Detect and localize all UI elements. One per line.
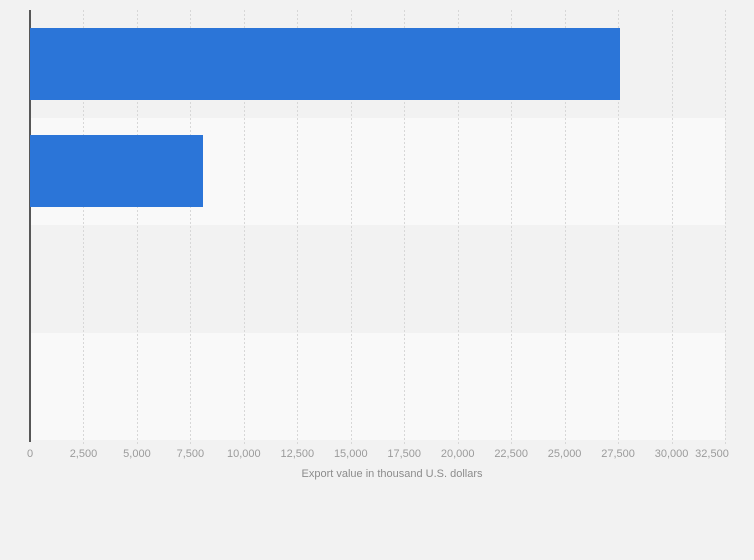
x-axis-tick-labels: 0 2,500 5,000 7,500 10,000 12,500 15,000 17,500… — [0, 448, 754, 462]
gridline-2500 — [83, 10, 85, 444]
x-tick-label-22500: 22,500 — [494, 448, 528, 460]
gridline-32500 — [725, 10, 726, 444]
y-axis-line — [29, 10, 31, 442]
gridline-15000 — [350, 10, 352, 444]
gridline-17500 — [404, 10, 406, 444]
x-tick-label-10000: 10,000 — [227, 448, 261, 460]
x-tick-label-12500: 12,500 — [280, 448, 315, 460]
x-tick-label-7500: 7,500 — [176, 448, 205, 460]
x-tick-label-32500: 32,500 — [695, 448, 729, 460]
gridline-7500 — [190, 10, 192, 444]
x-tick-label-20000: 20,000 — [440, 448, 475, 460]
x-tick-label-25000: 25,000 — [547, 448, 582, 460]
plot-area — [29, 10, 726, 444]
gridline-30000 — [671, 10, 673, 444]
bar-row-2[interactable] — [30, 135, 204, 208]
x-tick-label-2500: 2,500 — [69, 448, 98, 460]
gridline-20000 — [457, 10, 459, 444]
gridline-12500 — [297, 10, 299, 444]
x-tick-label-15000: 15,000 — [333, 448, 368, 460]
gridline-25000 — [564, 10, 566, 444]
x-axis-title: Export value in thousand U.S. dollars — [301, 468, 483, 480]
gridline-5000 — [136, 10, 138, 444]
bar-row-1[interactable] — [30, 27, 621, 100]
x-tick-label-0: 0 — [26, 448, 34, 460]
x-tick-label-30000: 30,000 — [654, 448, 689, 460]
gridline-27500 — [618, 10, 620, 444]
gridline-22500 — [511, 10, 513, 444]
x-tick-label-27500: 27,500 — [601, 448, 635, 460]
gridline-10000 — [243, 10, 245, 444]
x-tick-label-17500: 17,500 — [387, 448, 422, 460]
row-band-4 — [30, 332, 725, 440]
x-tick-label-5000: 5,000 — [123, 448, 151, 460]
row-band-3 — [30, 225, 725, 333]
